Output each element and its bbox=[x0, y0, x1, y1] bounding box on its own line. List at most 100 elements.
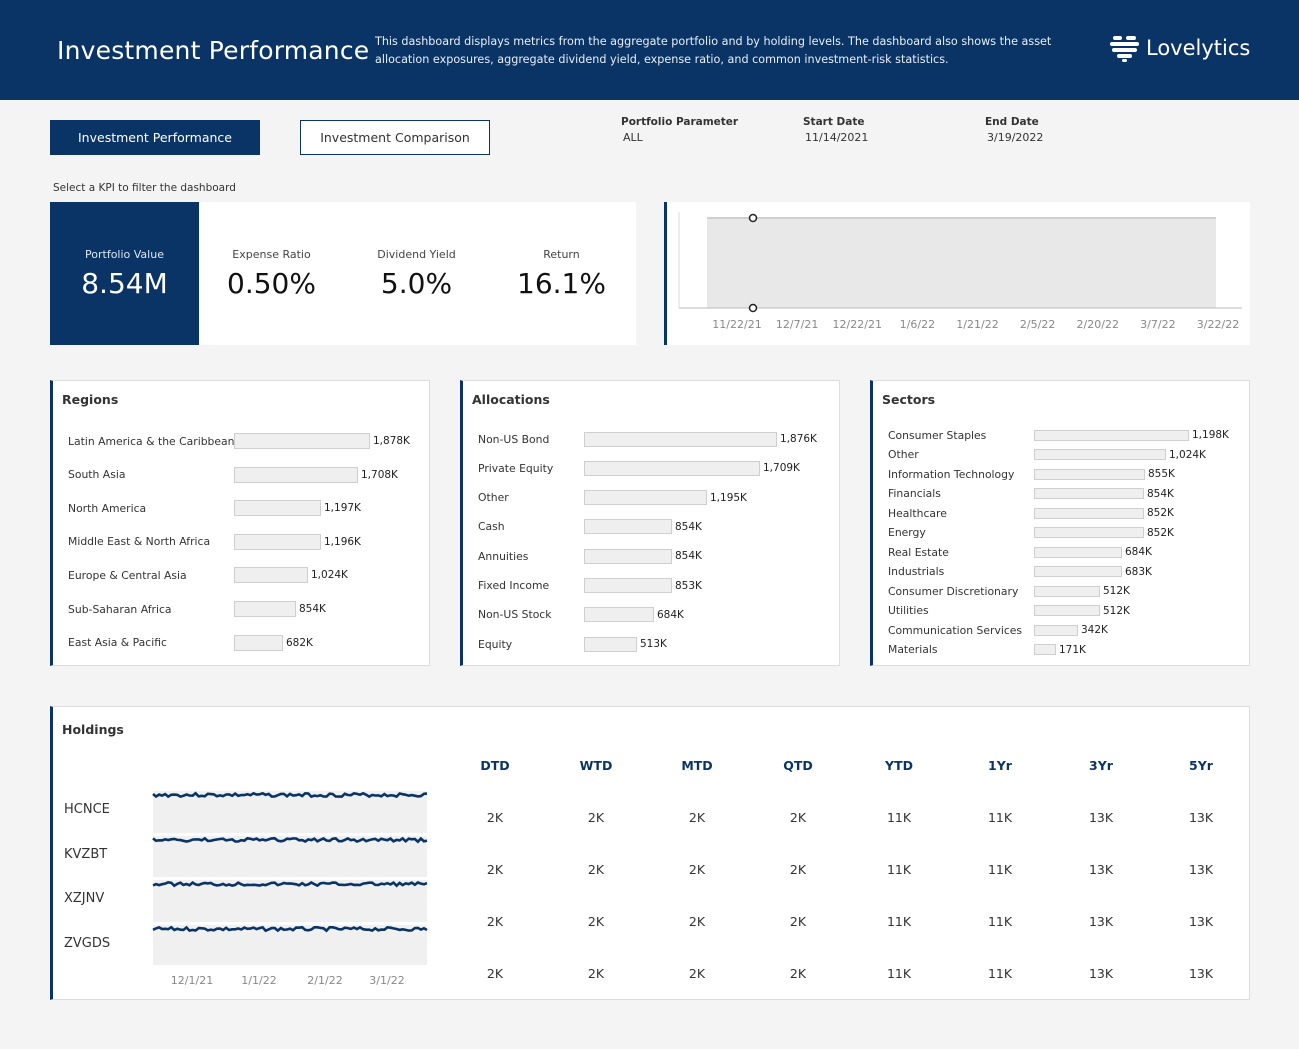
holding-cell: 2K bbox=[789, 914, 807, 929]
kpi-dividend-yield[interactable]: Dividend Yield 5.0% bbox=[344, 202, 489, 345]
bar-value-label: 1,708K bbox=[361, 468, 398, 481]
sparkline-separator bbox=[153, 922, 427, 925]
bar[interactable] bbox=[1034, 546, 1122, 558]
tab-investment-comparison[interactable]: Investment Comparison bbox=[300, 120, 490, 155]
holding-sparkline[interactable] bbox=[152, 836, 428, 844]
column-header[interactable]: QTD bbox=[783, 758, 813, 773]
column-header[interactable]: WTD bbox=[579, 758, 613, 773]
bar[interactable] bbox=[584, 607, 654, 623]
bar[interactable] bbox=[1034, 449, 1166, 460]
bar-label: Cash bbox=[478, 520, 505, 534]
bar[interactable] bbox=[584, 460, 760, 476]
kpi-expense-ratio[interactable]: Expense Ratio 0.50% bbox=[199, 202, 344, 345]
end-date-filter[interactable]: End Date 3/19/2022 bbox=[985, 116, 1043, 144]
bar-label: Sub-Saharan Africa bbox=[68, 602, 172, 616]
allocations-card: Allocations Non-US Bond 1,876K Private Equ… bbox=[460, 380, 840, 666]
holding-sparkline[interactable] bbox=[152, 791, 428, 799]
holding-ticker[interactable]: HCNCE bbox=[64, 802, 110, 817]
bar-value-label: 342K bbox=[1081, 624, 1108, 636]
holding-sparkline[interactable] bbox=[152, 925, 428, 933]
holdings-sparklines[interactable] bbox=[53, 777, 433, 977]
holding-cell: 2K bbox=[486, 862, 504, 877]
filter-value[interactable]: 3/19/2022 bbox=[987, 131, 1044, 144]
filter-value[interactable]: 11/14/2021 bbox=[805, 131, 869, 144]
bar[interactable] bbox=[234, 500, 321, 517]
start-marker[interactable] bbox=[748, 213, 758, 223]
area-fill bbox=[707, 218, 1216, 308]
bar-label: Other bbox=[478, 491, 509, 505]
column-header[interactable]: DTD bbox=[480, 758, 510, 773]
kpi-label: Portfolio Value bbox=[85, 247, 164, 261]
bar[interactable] bbox=[584, 519, 672, 535]
bar[interactable] bbox=[1034, 527, 1144, 538]
column-header[interactable]: 3Yr bbox=[1089, 758, 1113, 773]
bar[interactable] bbox=[1034, 488, 1144, 499]
bar-label: Consumer Discretionary bbox=[888, 584, 1019, 598]
tab-investment-performance[interactable]: Investment Performance bbox=[50, 120, 260, 155]
bar-value-label: 1,024K bbox=[311, 569, 348, 582]
bar-value-label: 1,876K bbox=[780, 433, 817, 445]
bar[interactable] bbox=[1034, 468, 1145, 480]
holding-ticker[interactable]: XZJNV bbox=[64, 891, 105, 906]
holding-ticker[interactable]: KVZBT bbox=[64, 847, 108, 862]
bar[interactable] bbox=[1034, 507, 1144, 519]
bar-label: North America bbox=[68, 501, 147, 515]
bar-value-label: 171K bbox=[1059, 643, 1086, 656]
column-header[interactable]: MTD bbox=[681, 758, 713, 773]
bar[interactable] bbox=[234, 533, 321, 550]
column-header[interactable]: YTD bbox=[885, 758, 913, 773]
portfolio-area-chart[interactable]: 11/22/21 12/7/21 12/22/21 1/6/22 1/21/22 2/5/… bbox=[667, 202, 1250, 345]
holding-cell: 2K bbox=[587, 810, 605, 825]
bar[interactable] bbox=[234, 634, 283, 651]
kpi-return[interactable]: Return 16.1% bbox=[489, 202, 634, 345]
bar-value-label: 684K bbox=[657, 608, 684, 621]
brand-logo[interactable]: Lovelytics bbox=[1110, 34, 1250, 62]
bar[interactable] bbox=[1034, 566, 1122, 577]
holding-cell: 11K bbox=[987, 966, 1013, 981]
holding-cell: 13K bbox=[1088, 862, 1114, 877]
kpi-portfolio-value[interactable]: Portfolio Value 8.54M bbox=[50, 202, 199, 345]
holding-cell: 11K bbox=[987, 810, 1013, 825]
holding-cell: 2K bbox=[587, 966, 605, 981]
bar[interactable] bbox=[584, 548, 672, 564]
holding-ticker[interactable]: ZVGDS bbox=[64, 936, 111, 951]
x-tick-label: 1/6/22 bbox=[900, 318, 935, 331]
page-description: This dashboard displays metrics from the… bbox=[375, 35, 1052, 66]
column-header[interactable]: 5Yr bbox=[1189, 758, 1213, 773]
bar[interactable] bbox=[234, 433, 370, 449]
bar[interactable] bbox=[1034, 624, 1078, 636]
bar-value-label: 684K bbox=[1125, 546, 1152, 558]
bar-value-label: 1,196K bbox=[324, 535, 361, 548]
start-date-filter[interactable]: Start Date 11/14/2021 bbox=[803, 116, 868, 144]
bar[interactable] bbox=[584, 578, 672, 593]
bar[interactable] bbox=[1034, 605, 1100, 616]
baseline-marker[interactable] bbox=[748, 303, 758, 313]
bar-label: Europe & Central Asia bbox=[68, 568, 187, 582]
x-tick-label: 3/22/22 bbox=[1197, 318, 1239, 331]
bar[interactable] bbox=[584, 490, 707, 506]
bar[interactable] bbox=[584, 431, 777, 447]
bar-label: Non-US Stock bbox=[478, 608, 552, 622]
filter-value[interactable]: ALL bbox=[623, 131, 643, 144]
bar[interactable] bbox=[234, 601, 296, 617]
column-header[interactable]: 1Yr bbox=[988, 758, 1012, 773]
bar[interactable] bbox=[1034, 585, 1100, 597]
bar-value-label: 683K bbox=[1125, 565, 1152, 578]
card-title: Allocations bbox=[472, 392, 550, 407]
bar[interactable] bbox=[1034, 429, 1189, 441]
regions-card: Regions Latin America & the Caribbean 1,8… bbox=[50, 380, 430, 666]
bar[interactable] bbox=[234, 567, 308, 584]
portfolio-value-chart[interactable]: 11/22/21 12/7/21 12/22/21 1/6/22 1/21/22 2/5/… bbox=[664, 202, 1250, 345]
bar-label: Consumer Staples bbox=[888, 428, 987, 442]
bar-value-label: 1,198K bbox=[1192, 429, 1229, 441]
portfolio-parameter-filter[interactable]: Portfolio Parameter ALL bbox=[621, 116, 738, 144]
sparkline-separator bbox=[153, 833, 427, 836]
bar[interactable] bbox=[584, 636, 637, 652]
bar[interactable] bbox=[234, 466, 358, 483]
holding-cell: 13K bbox=[1188, 810, 1214, 825]
bar[interactable] bbox=[1034, 644, 1056, 655]
card-title: Regions bbox=[62, 392, 119, 407]
bar-label: East Asia & Pacific bbox=[68, 636, 167, 650]
holding-sparkline[interactable] bbox=[152, 880, 428, 888]
bar-value-label: 854K bbox=[675, 550, 702, 563]
